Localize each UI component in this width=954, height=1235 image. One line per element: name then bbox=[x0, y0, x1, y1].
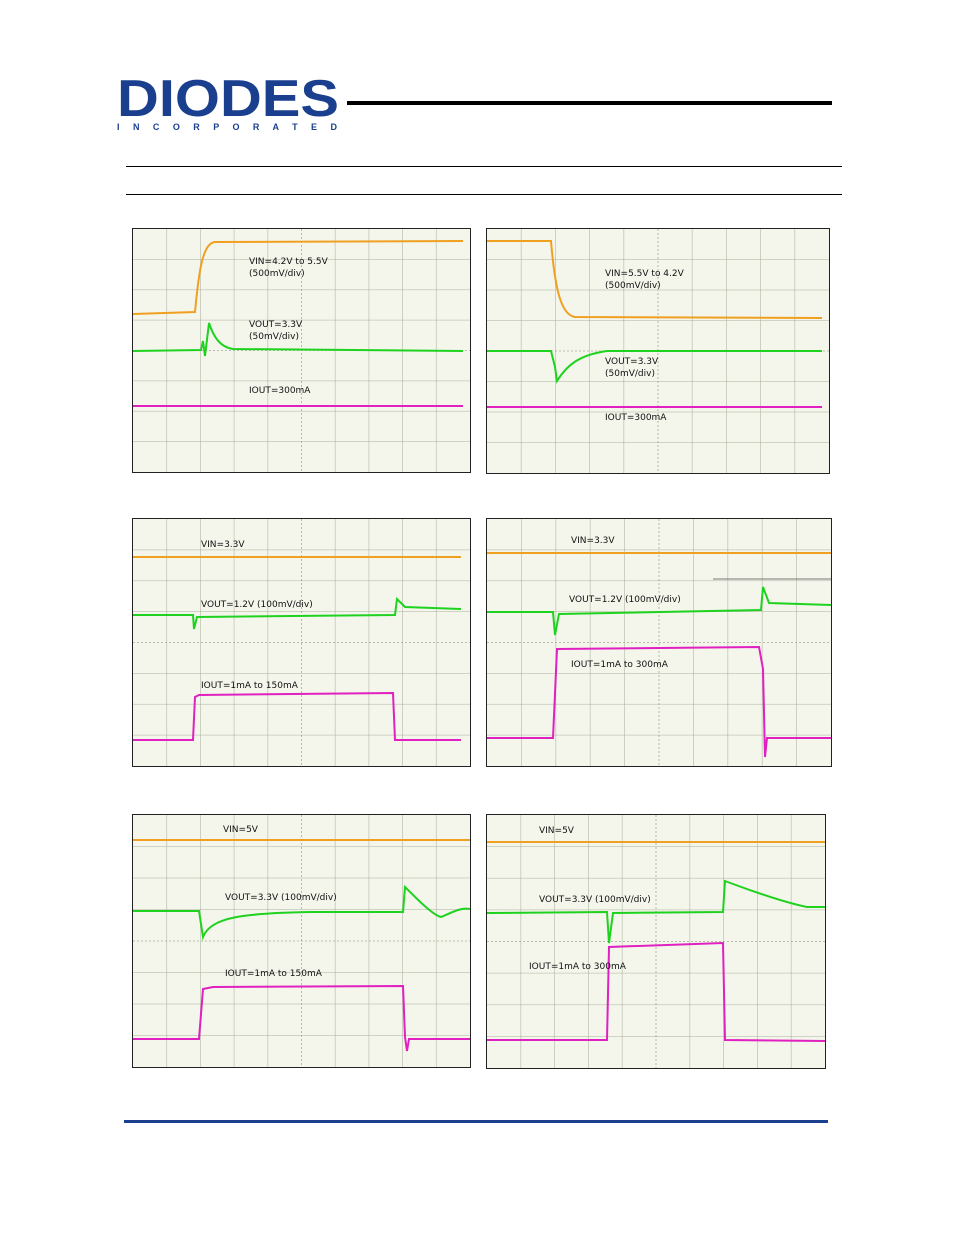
graticule bbox=[133, 815, 470, 1067]
scope-6-load-step-300ma-5v: VIN=5V VOUT=3.3V (100mV/div) IOUT=1mA to… bbox=[486, 814, 826, 1069]
scope-2-vin-step-down: VIN=5.5V to 4.2V (500mV/div) VOUT=3.3V (… bbox=[486, 228, 830, 474]
vin-trace bbox=[487, 240, 823, 319]
iout-label: IOUT=1mA to 300mA bbox=[571, 660, 668, 670]
scope-5-load-step-150ma-5v: VIN=5V VOUT=3.3V (100mV/div) IOUT=1mA to… bbox=[132, 814, 471, 1068]
graticule bbox=[487, 815, 825, 1068]
scope-3-load-step-150ma: VIN=3.3V VOUT=1.2V (100mV/div) IOUT=1mA … bbox=[132, 518, 471, 767]
header-rule bbox=[347, 101, 832, 105]
vout-trace bbox=[133, 884, 470, 941]
vout-trace bbox=[133, 596, 462, 630]
iout-label: IOUT=300mA bbox=[249, 386, 311, 396]
iout-label: IOUT=1mA to 150mA bbox=[201, 681, 298, 691]
scope-4-load-step-300ma: VIN=3.3V VOUT=1.2V (100mV/div) IOUT=1mA … bbox=[486, 518, 832, 767]
vin-trace bbox=[133, 240, 464, 315]
vin-label: VIN=5.5V to 4.2V bbox=[605, 269, 684, 279]
vout-label: VOUT=1.2V (100mV/div) bbox=[569, 595, 681, 605]
scope-1-vin-step-up: VIN=4.2V to 5.5V (500mV/div) VOUT=3.3V (… bbox=[132, 228, 471, 473]
vout-trace bbox=[133, 322, 464, 357]
vout-label: VOUT=3.3V (100mV/div) bbox=[539, 895, 651, 905]
vout-label: VOUT=3.3V bbox=[249, 320, 303, 330]
vin-label: VIN=3.3V bbox=[201, 540, 245, 550]
iout-label: IOUT=300mA bbox=[605, 413, 667, 423]
iout-label: IOUT=1mA to 150mA bbox=[225, 969, 322, 979]
footer-rule bbox=[124, 1120, 828, 1123]
graticule bbox=[487, 519, 831, 766]
vout-scale-label: (50mV/div) bbox=[605, 369, 655, 379]
vout-trace bbox=[487, 879, 825, 944]
graticule bbox=[133, 519, 470, 766]
title-band bbox=[126, 166, 842, 195]
iout-label: IOUT=1mA to 300mA bbox=[529, 962, 626, 972]
vout-label: VOUT=3.3V bbox=[605, 357, 659, 367]
vin-label: VIN=4.2V to 5.5V bbox=[249, 257, 328, 267]
iout-trace bbox=[133, 984, 470, 1052]
logo-brand-text: DIODES bbox=[117, 72, 339, 128]
iout-trace bbox=[487, 941, 825, 1042]
diodes-logo: DIODES I N C O R P O R A T E D bbox=[115, 72, 345, 132]
iout-trace bbox=[133, 691, 461, 741]
vout-label: VOUT=3.3V (100mV/div) bbox=[225, 893, 337, 903]
vin-label: VIN=3.3V bbox=[571, 536, 615, 546]
vin-scale-label: (500mV/div) bbox=[605, 281, 661, 291]
vout-trace bbox=[487, 586, 831, 636]
vin-label: VIN=5V bbox=[223, 825, 258, 835]
vout-scale-label: (50mV/div) bbox=[249, 332, 299, 342]
iout-trace bbox=[487, 645, 831, 758]
vin-scale-label: (500mV/div) bbox=[249, 269, 305, 279]
vout-trace bbox=[487, 350, 822, 384]
vin-label: VIN=5V bbox=[539, 826, 574, 836]
vout-label: VOUT=1.2V (100mV/div) bbox=[201, 600, 313, 610]
